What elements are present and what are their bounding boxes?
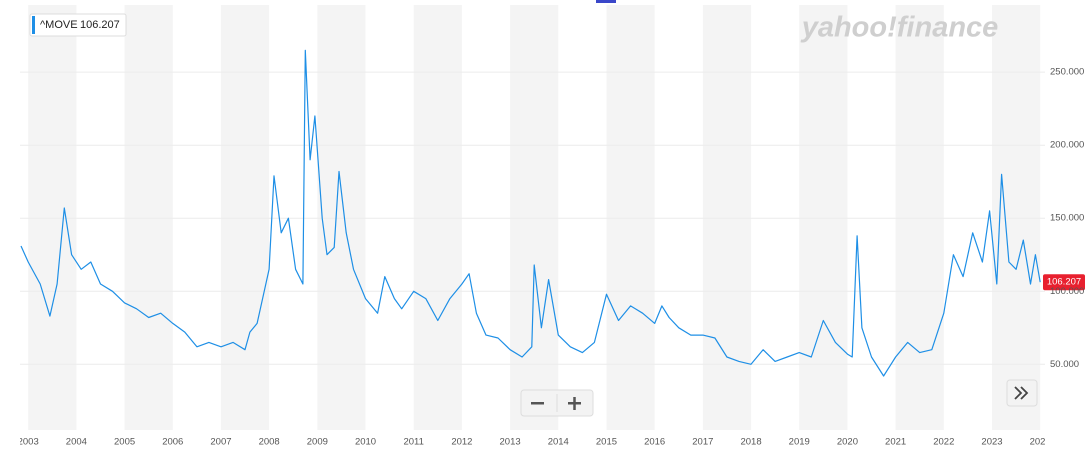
year-band: [510, 5, 559, 430]
range-indicator: [596, 0, 616, 3]
year-band: [413, 5, 462, 430]
x-tick-label: 2012: [451, 437, 472, 448]
x-tick-label: 2022: [933, 437, 954, 448]
zoom-controls: [520, 389, 594, 417]
x-tick-label: 2015: [596, 437, 617, 448]
x-tick-label: 2021: [885, 437, 906, 448]
year-band: [28, 5, 77, 430]
last-value-label: 106.207: [1047, 277, 1081, 288]
year-band: [606, 5, 655, 430]
x-tick-label: 2018: [740, 437, 761, 448]
x-tick-label: 2017: [692, 437, 713, 448]
x-tick-label: 2006: [162, 437, 183, 448]
legend-name: ^MOVE: [40, 19, 78, 31]
price-line: [20, 49, 1041, 377]
year-band: [895, 5, 944, 430]
x-tick-label: 2011: [403, 437, 423, 448]
y-tick-label: 200.000: [1050, 140, 1084, 151]
x-tick-label: 2023: [981, 437, 1002, 448]
y-tick-label: 150.000: [1050, 213, 1084, 224]
zoom-in[interactable]: [568, 397, 581, 410]
x-tick-label: 2005: [114, 437, 135, 448]
legend-value: 106.207: [80, 19, 120, 31]
x-tick-label: 2020: [837, 437, 858, 448]
year-band: [317, 5, 366, 430]
x-tick-label: 2008: [259, 437, 280, 448]
year-band: [702, 5, 752, 430]
x-tick-label: 2010: [355, 437, 376, 448]
x-tick-label: 2007: [210, 437, 231, 448]
brand-logo: yahoo!finance: [800, 12, 999, 44]
y-tick-label: 50.000: [1050, 359, 1079, 370]
year-band: [220, 5, 270, 430]
x-tick-label: 2013: [500, 437, 521, 448]
legend: ^MOVE 106.207: [29, 13, 127, 37]
zoom-out[interactable]: [531, 402, 544, 405]
y-tick-label: 250.000: [1050, 67, 1084, 78]
legend-swatch: [32, 16, 35, 34]
x-tick-label: 2004: [66, 437, 87, 448]
x-tick-label: 2019: [789, 437, 810, 448]
last-value-badge: [1043, 274, 1085, 291]
y-tick-label: 100.000: [1050, 286, 1084, 297]
x-tick-label: 2014: [548, 437, 569, 448]
x-tick-label: 2016: [644, 437, 665, 448]
zoom-in-v: [573, 397, 576, 410]
scroll-right[interactable]: [1006, 379, 1038, 407]
x-tick-label: 2003: [18, 437, 39, 448]
year-band: [124, 5, 173, 430]
x-tick-label: 2024: [1030, 437, 1051, 448]
x-tick-label: 2009: [307, 437, 328, 448]
year-band: [799, 5, 848, 430]
legend-box: [29, 13, 127, 37]
scroll-icon: [1014, 386, 1029, 400]
